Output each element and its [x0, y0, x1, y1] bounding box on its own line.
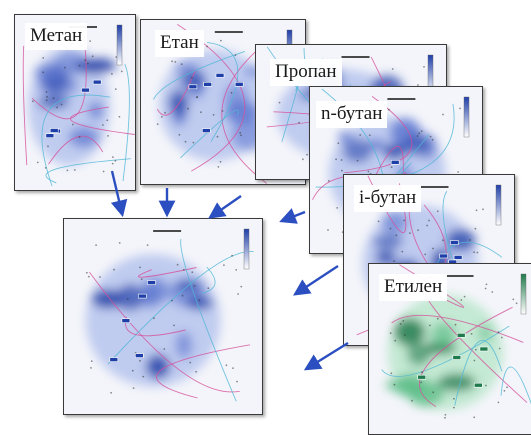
arrow-i-butan — [292, 264, 339, 296]
map-label-metan: Метан — [25, 23, 88, 50]
map-image — [64, 219, 262, 414]
map-image — [369, 264, 531, 434]
map-label-etylen: Етилен — [379, 274, 448, 301]
map-label-etan: Етан — [155, 30, 204, 57]
map-metan: Метан — [14, 14, 136, 191]
map-label-i-butan: i-бутан — [354, 185, 422, 212]
arrow-etylen — [303, 341, 349, 371]
map-etylen: Етилен — [368, 263, 531, 435]
arrow-propan — [208, 195, 242, 219]
map-label-propan: Пропан — [270, 59, 342, 86]
map-combined — [63, 218, 263, 415]
arrow-n-butan — [279, 208, 306, 224]
map-label-n-butan: n-бутан — [316, 101, 388, 128]
